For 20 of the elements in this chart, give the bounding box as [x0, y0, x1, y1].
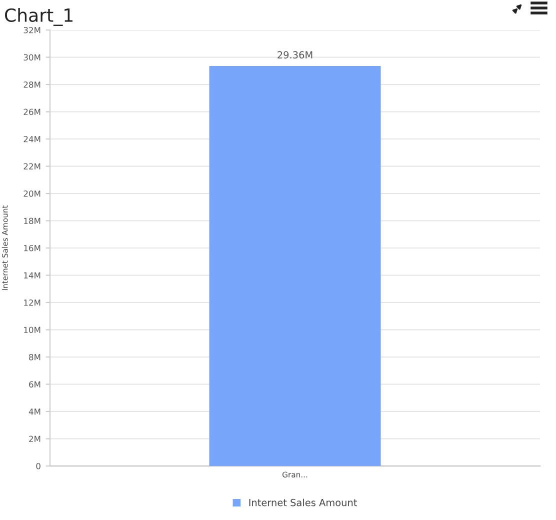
y-tick-label: 14M: [24, 272, 40, 278]
y-tick-label: 30M: [24, 54, 40, 61]
y-tick-label: 6M: [29, 381, 40, 388]
chart-title: Chart_1: [5, 8, 72, 26]
data-label: 29.36M: [278, 51, 312, 59]
y-tick-label: 24M: [24, 136, 40, 142]
y-tick-label: 18M: [24, 218, 40, 224]
y-tick-label: 32M: [24, 26, 40, 34]
y-tick-label: 10M: [24, 326, 40, 334]
y-tick-label: 8M: [29, 354, 40, 360]
y-tick-label: 4M: [28, 408, 40, 415]
y-tick-label: 22M: [24, 163, 40, 170]
y-tick-label: 20M: [24, 190, 40, 197]
legend-label: Internet Sales Amount: [249, 498, 357, 506]
y-tick-label: 12M: [24, 299, 40, 306]
y-tick-label: 26M: [24, 108, 40, 116]
y-tick-label: 0: [36, 462, 40, 470]
y-tick-label: 28M: [24, 81, 40, 88]
y-tick-label: 2M: [29, 436, 40, 442]
y-tick-label: 16M: [24, 244, 40, 252]
